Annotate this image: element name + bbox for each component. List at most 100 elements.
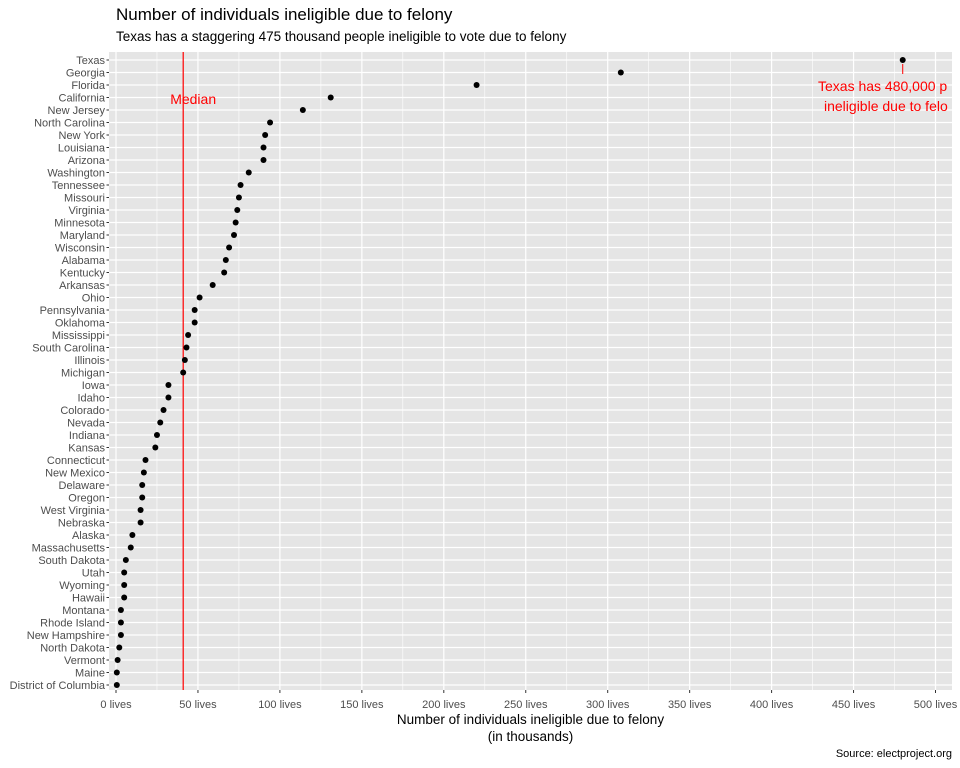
- y-label-new-hampshire: New Hampshire: [27, 630, 105, 642]
- data-point-south-carolina: [183, 344, 190, 351]
- y-label-arizona: Arizona: [68, 155, 106, 167]
- median-label: Median: [170, 91, 216, 107]
- y-label-washington: Washington: [47, 167, 105, 179]
- y-label-connecticut: Connecticut: [47, 455, 105, 467]
- data-point-nebraska: [137, 519, 144, 526]
- minor-gridlines: [156, 52, 895, 690]
- data-point-connecticut: [142, 457, 149, 463]
- y-label-vermont: Vermont: [64, 655, 105, 667]
- x-label-150: 150 lives: [340, 699, 384, 711]
- y-label-california: California: [59, 92, 106, 104]
- y-label-kansas: Kansas: [68, 442, 105, 454]
- y-label-south-carolina: South Carolina: [32, 342, 106, 354]
- data-point-hawaii: [121, 594, 128, 601]
- y-label-georgia: Georgia: [66, 67, 106, 79]
- data-point-delaware: [139, 482, 146, 488]
- chart-title: Number of individuals ineligible due to …: [116, 5, 453, 24]
- data-point-iowa: [165, 382, 172, 388]
- data-point-colorado: [160, 407, 167, 413]
- data-point-washington: [245, 169, 252, 176]
- texas-annotation: Texas has 480,000 p ineligible due to fe…: [818, 64, 948, 114]
- y-label-nevada: Nevada: [67, 417, 106, 429]
- y-label-new-jersey: New Jersey: [48, 105, 106, 117]
- y-label-south-dakota: South Dakota: [38, 555, 106, 567]
- data-point-indiana: [153, 432, 160, 438]
- plot-panel: [109, 52, 952, 690]
- y-label-delaware: Delaware: [59, 480, 105, 492]
- data-points: [113, 57, 906, 688]
- y-label-wisconsin: Wisconsin: [55, 242, 105, 254]
- data-point-kansas: [152, 444, 159, 451]
- data-point-california: [327, 94, 334, 101]
- x-label-250: 250 lives: [504, 699, 548, 711]
- source-caption: Source: electproject.org: [835, 748, 952, 760]
- y-label-nebraska: Nebraska: [58, 517, 106, 529]
- data-point-virginia: [234, 207, 241, 213]
- data-point-district-of-columbia: [113, 682, 120, 688]
- y-label-oregon: Oregon: [68, 492, 105, 504]
- y-label-missouri: Missouri: [64, 192, 105, 204]
- y-label-west-virginia: West Virginia: [41, 505, 106, 517]
- y-label-north-dakota: North Dakota: [40, 642, 106, 654]
- data-point-illinois: [181, 357, 188, 363]
- data-point-arizona: [260, 157, 267, 163]
- data-point-alaska: [129, 532, 136, 538]
- y-label-montana: Montana: [62, 605, 106, 617]
- data-point-rhode-island: [117, 619, 124, 626]
- y-label-utah: Utah: [82, 567, 105, 579]
- data-point-north-dakota: [116, 644, 123, 651]
- x-label-400: 400 lives: [750, 699, 794, 711]
- x-label-0: 0 lives: [100, 699, 132, 711]
- data-point-oklahoma: [191, 319, 198, 326]
- data-point-utah: [121, 569, 128, 576]
- y-label-wyoming: Wyoming: [59, 580, 105, 592]
- y-label-minnesota: Minnesota: [54, 217, 106, 229]
- x-label-50: 50 lives: [179, 699, 217, 711]
- data-point-maine: [113, 669, 120, 676]
- data-point-louisiana: [260, 144, 267, 151]
- data-point-florida: [473, 82, 480, 88]
- data-point-idaho: [165, 394, 172, 401]
- data-point-new-mexico: [140, 469, 147, 476]
- y-label-texas: Texas: [76, 55, 105, 67]
- y-label-rhode-island: Rhode Island: [40, 617, 105, 629]
- x-label-300: 300 lives: [586, 699, 630, 711]
- y-label-ohio: Ohio: [82, 292, 105, 304]
- y-label-virginia: Virginia: [69, 205, 106, 217]
- data-point-new-hampshire: [117, 632, 124, 638]
- data-point-south-dakota: [122, 557, 129, 563]
- data-point-arkansas: [209, 282, 216, 288]
- y-label-indiana: Indiana: [69, 430, 106, 442]
- y-label-new-mexico: New Mexico: [45, 467, 105, 479]
- x-label-450: 450 lives: [832, 699, 876, 711]
- data-point-minnesota: [232, 219, 239, 226]
- data-point-montana: [117, 607, 124, 613]
- y-label-oklahoma: Oklahoma: [55, 317, 106, 329]
- data-point-pennsylvania: [191, 307, 198, 313]
- data-point-oregon: [139, 494, 146, 501]
- y-label-tennessee: Tennessee: [52, 180, 105, 192]
- data-point-new-york: [262, 132, 269, 138]
- y-label-florida: Florida: [71, 80, 106, 92]
- y-label-arkansas: Arkansas: [59, 280, 105, 292]
- data-point-georgia: [617, 69, 624, 76]
- chart-subtitle: Texas has a staggering 475 thousand peop…: [116, 29, 567, 44]
- y-label-new-york: New York: [59, 130, 106, 142]
- y-label-iowa: Iowa: [82, 380, 106, 392]
- annotation-text-line-1: Texas has 480,000 p: [818, 78, 947, 94]
- y-label-kentucky: Kentucky: [60, 267, 106, 279]
- annotation-text-line-2: ineligible due to felo: [824, 98, 948, 114]
- y-label-district-of-columbia: District of Columbia: [10, 680, 106, 692]
- y-label-mississippi: Mississippi: [52, 330, 105, 342]
- data-point-vermont: [114, 657, 121, 663]
- x-axis-title-line-1: Number of individuals ineligible due to …: [397, 712, 664, 727]
- y-label-louisiana: Louisiana: [58, 142, 106, 154]
- y-label-hawaii: Hawaii: [72, 592, 105, 604]
- data-point-massachusetts: [127, 544, 134, 551]
- y-label-alaska: Alaska: [72, 530, 106, 542]
- y-label-pennsylvania: Pennsylvania: [40, 305, 106, 317]
- data-point-north-carolina: [267, 119, 274, 126]
- data-point-maryland: [231, 232, 238, 238]
